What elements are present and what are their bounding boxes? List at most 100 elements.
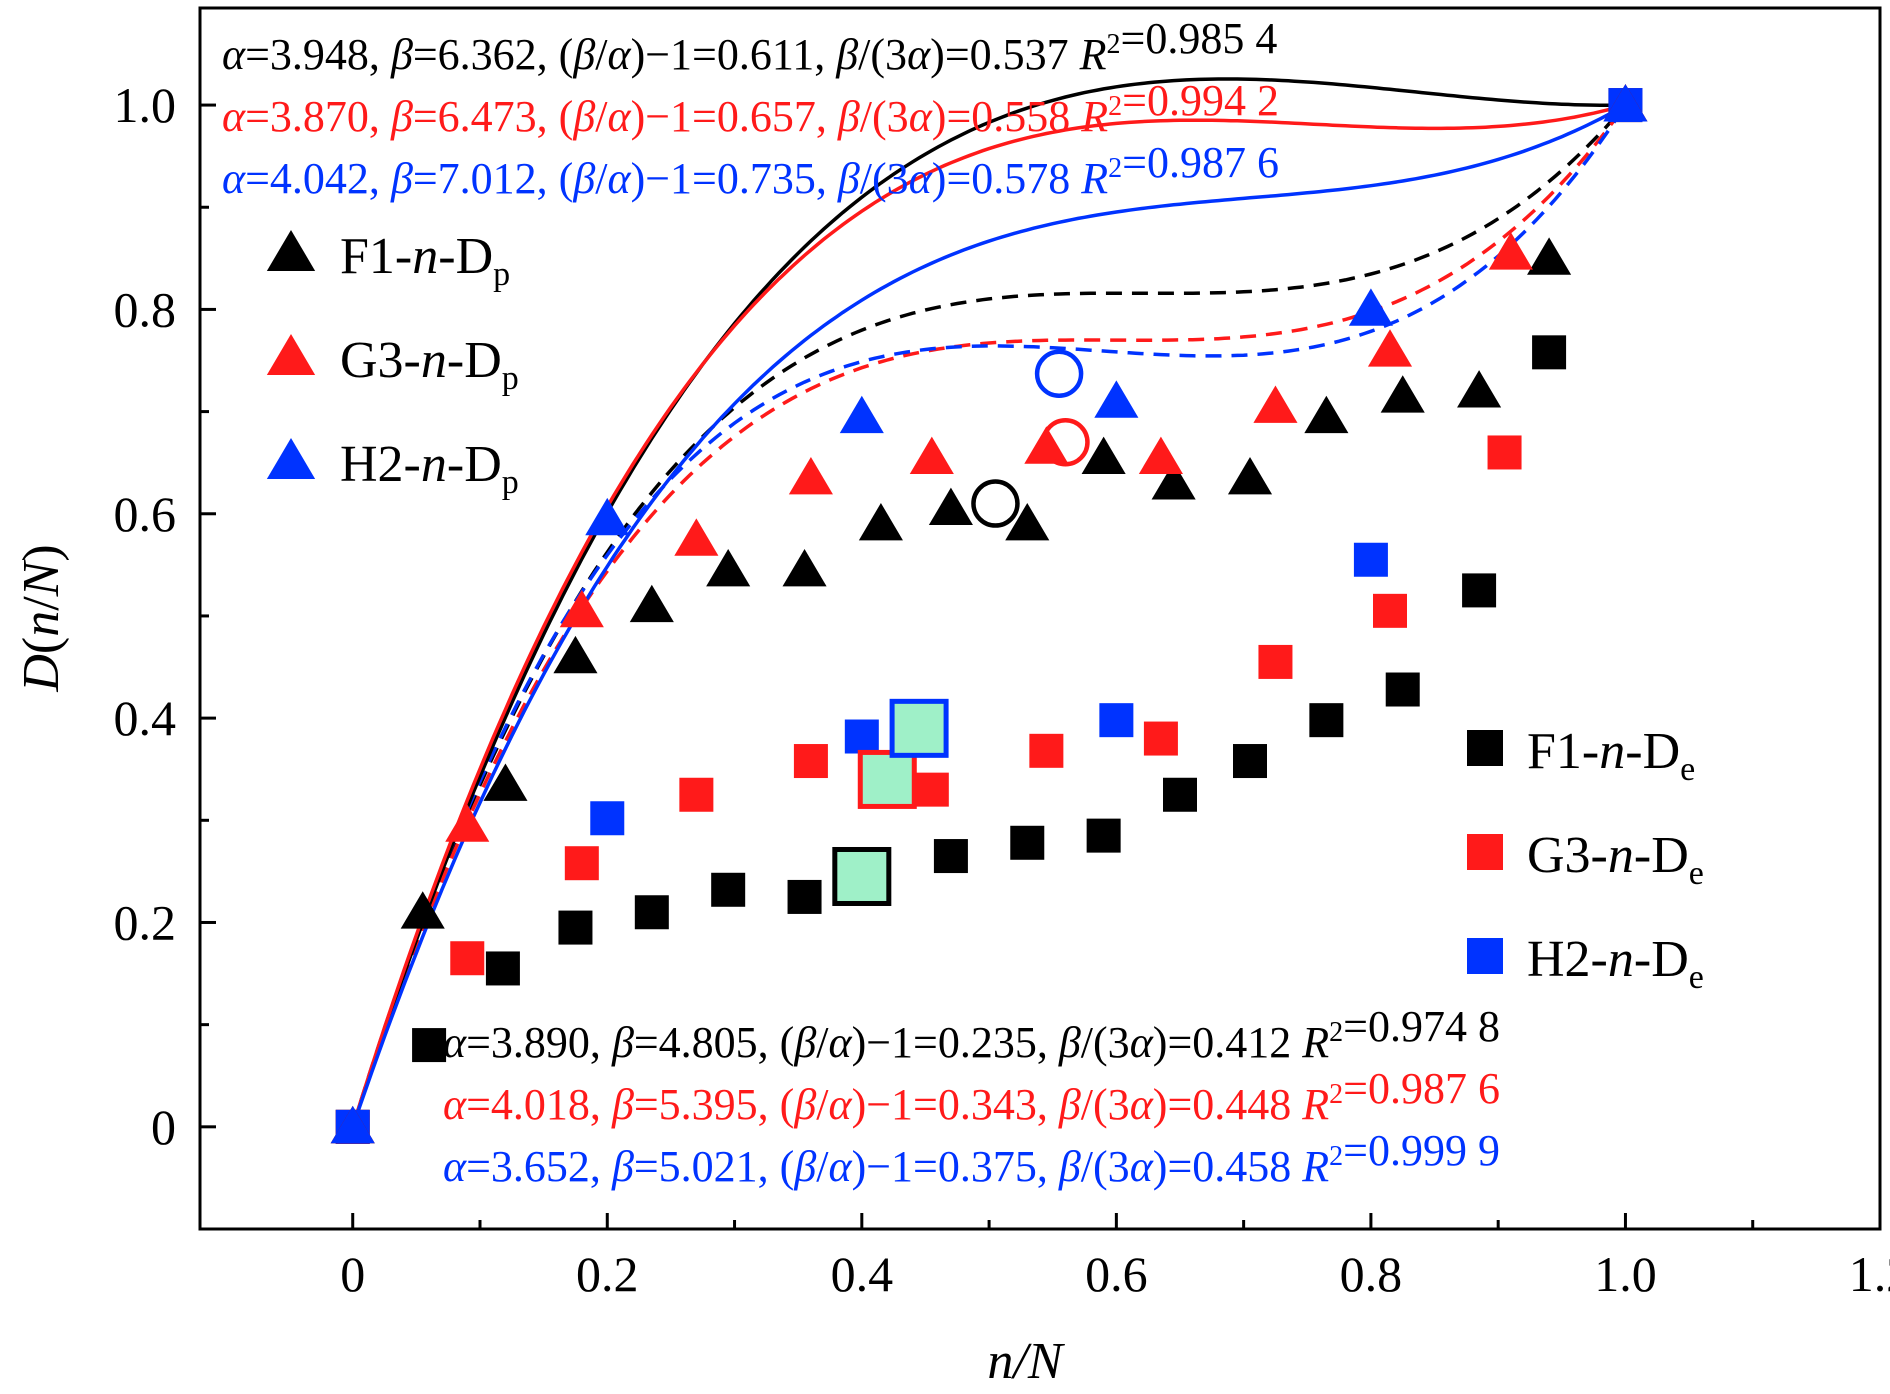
data-point-triangle (559, 589, 604, 628)
data-point-square (793, 744, 828, 779)
legend-marker (266, 438, 316, 479)
data-point-triangle (928, 487, 973, 526)
y-tick-label: 0.8 (114, 281, 177, 337)
fit-curve (351, 77, 1626, 1128)
fit-annotations: α=3.948, β=6.362, (β/α)−1=0.611, β/(3α)=… (222, 14, 1500, 1191)
data-point-triangle (788, 457, 833, 495)
data-point-square (450, 941, 485, 976)
data-point-square (787, 879, 822, 914)
y-tick-label: 0 (151, 1099, 176, 1155)
data-point-triangle (1024, 426, 1069, 464)
fit-curve (351, 103, 1627, 1128)
data-point-square (1233, 744, 1267, 779)
data-point-triangle (330, 1105, 375, 1144)
fit-curve (351, 103, 1626, 1128)
fit-parameter-text: α=3.870, β=6.473, (β/α)−1=0.657, β/(3α)=… (222, 76, 1279, 141)
legend-marker (1467, 938, 1503, 974)
legend-marker (1467, 730, 1503, 766)
data-point-triangle (1151, 462, 1196, 500)
data-point-square (558, 910, 593, 945)
inflection-square (889, 698, 949, 758)
inflection-circle (1034, 349, 1084, 399)
legend-label: H2-n-Dp (340, 436, 519, 501)
data-point-triangle (1138, 436, 1183, 474)
data-point-triangle (706, 548, 751, 587)
data-point-square (933, 839, 968, 874)
y-tick-label: 1.0 (114, 77, 177, 133)
fit-parameter-text: α=3.890, β=4.805, (β/α)−1=0.235, β/(3α)=… (443, 1002, 1500, 1067)
x-tick-label: 0 (340, 1246, 365, 1302)
legend-marker (266, 230, 316, 271)
x-tick-label: 1.0 (1594, 1246, 1657, 1302)
data-point-triangle (1348, 288, 1393, 326)
data-point-square (1309, 703, 1344, 738)
inflection-circle (1041, 417, 1090, 467)
data-point-square (590, 801, 625, 836)
x-tick-label: 0.8 (1340, 1246, 1403, 1302)
fit-curve (351, 104, 1627, 1128)
legend-label: F1-n-De (1527, 723, 1695, 788)
data-markers (330, 84, 1648, 1144)
inflection-square (832, 846, 892, 906)
data-point-square (564, 846, 599, 881)
data-point-triangle (1603, 84, 1648, 122)
data-point-triangle (445, 804, 490, 842)
fit-parameter-text: α=3.948, β=6.362, (β/α)−1=0.611, β/(3α)=… (222, 14, 1277, 79)
y-tick-label: 0.6 (114, 486, 177, 542)
data-point-triangle (483, 763, 528, 801)
data-point-triangle (1094, 380, 1139, 418)
inflection-circle (971, 479, 1020, 528)
y-axis-label: D(n/N) (13, 544, 70, 692)
data-point-triangle (1527, 237, 1572, 275)
x-tick-label: 0.4 (831, 1246, 894, 1302)
x-tick-label: 1.2 (1849, 1246, 1890, 1302)
x-tick-label: 0.2 (576, 1246, 639, 1302)
plot-frame (198, 6, 1882, 1231)
data-point-triangle (674, 518, 719, 556)
data-point-triangle (1227, 457, 1273, 495)
data-point-triangle (1253, 385, 1298, 423)
data-point-square (1010, 825, 1045, 860)
data-point-square (1462, 573, 1497, 608)
y-tick-label: 0.2 (114, 894, 177, 950)
data-point-square (1353, 542, 1388, 577)
x-tick-label: 0.6 (1085, 1246, 1148, 1302)
data-point-square (1086, 818, 1121, 853)
legend-label: H2-n-De (1527, 931, 1704, 996)
fit-curves (351, 77, 1627, 1128)
data-point-triangle (1488, 232, 1533, 270)
legend-label: F1-n-Dp (340, 228, 510, 293)
data-point-square (634, 895, 669, 930)
data-point-square (1532, 335, 1567, 370)
legend-label: G3-n-Dp (340, 332, 519, 397)
inflection-square (857, 749, 917, 809)
legend-label: G3-n-De (1527, 827, 1704, 892)
fit-parameter-text: α=4.042, β=7.012, (β/α)−1=0.735, β/(3α)=… (222, 138, 1279, 203)
data-point-square (412, 1028, 447, 1063)
legend-marker (266, 334, 316, 375)
data-point-triangle (1380, 375, 1425, 413)
data-point-square (1143, 721, 1178, 756)
data-point-triangle (1457, 370, 1502, 408)
fit-parameter-text: α=3.652, β=5.021, (β/α)−1=0.375, β/(3α)=… (443, 1126, 1500, 1191)
data-point-square (1099, 703, 1134, 738)
fit-curve (351, 104, 1627, 1128)
data-point-square (1163, 777, 1197, 812)
data-point-square (1029, 733, 1064, 768)
data-point-triangle (1367, 329, 1413, 367)
data-point-triangle (400, 891, 445, 929)
data-point-square (679, 777, 714, 812)
data-point-square (844, 719, 879, 754)
data-point-square (1373, 593, 1407, 628)
data-point-triangle (1005, 502, 1050, 541)
axes: 0 0.2 0.4 0.6 0.8 1.0 1.2 0 0.2 0.4 0.6 0.8 1.0 (114, 77, 1890, 1302)
data-point-square (914, 772, 949, 807)
data-point-triangle (839, 395, 884, 434)
data-point-triangle (629, 584, 674, 623)
y-tick-label: 0.4 (114, 690, 177, 746)
data-point-triangle (553, 635, 598, 674)
legends: F1-n-Dp G3-n-Dp H2-n-Dp F1-n-De G3-n-De H2-n-… (266, 228, 1704, 996)
legend-marker (1467, 834, 1503, 870)
data-point-triangle (909, 436, 954, 474)
